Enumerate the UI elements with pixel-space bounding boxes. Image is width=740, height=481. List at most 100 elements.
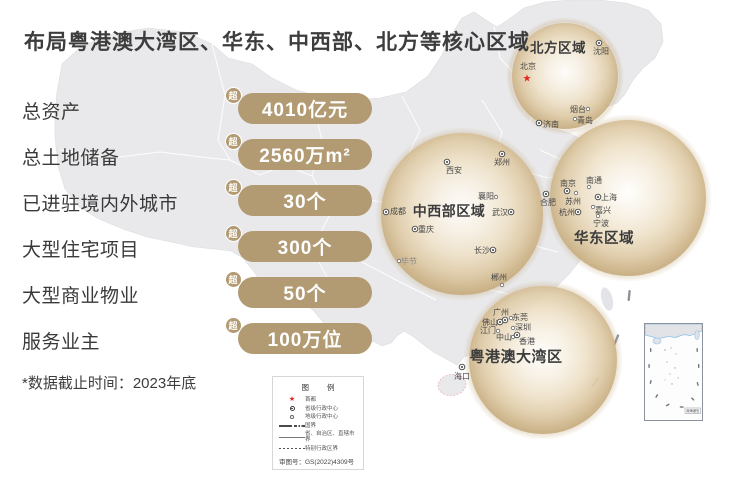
map-approval-number: 审图号：GS(2022)4309号 bbox=[279, 458, 355, 466]
exceed-badge: 超 bbox=[225, 133, 242, 150]
city-label: 西安 bbox=[446, 165, 462, 175]
exceed-badge: 超 bbox=[225, 225, 242, 242]
city-label: 宁波 bbox=[593, 218, 609, 228]
prefecture-city-icon bbox=[508, 315, 514, 321]
legend-items: ★ 首都 省级行政中心 地级行政中心 国界 省、自治区、直辖市界 特别行政区界 bbox=[279, 396, 357, 452]
provincial-capital-dot bbox=[516, 334, 518, 336]
prefecture-city-icon bbox=[585, 106, 591, 112]
city-label: 嘉兴 bbox=[595, 205, 611, 215]
city-label: 青岛 bbox=[577, 115, 593, 125]
region-label: 北方区域 bbox=[530, 40, 586, 56]
city-label: 佛山 bbox=[482, 317, 498, 327]
city-label: 东莞 bbox=[512, 312, 528, 322]
inset-dash-line bbox=[648, 348, 700, 408]
capital-star-icon: ★ bbox=[523, 74, 532, 85]
stat-value: 300个 bbox=[277, 238, 333, 259]
map-legend: 图 例 ★ 首都 省级行政中心 地级行政中心 国界 省、自治区、直辖市界 特别行政区界 审图… bbox=[272, 376, 364, 470]
inset-label: 南海诸岛 bbox=[686, 408, 699, 413]
inset-label-box bbox=[684, 407, 701, 414]
exceed-badge: 超 bbox=[225, 87, 242, 104]
prefecture-city-icon bbox=[493, 194, 499, 200]
exceed-badge: 超 bbox=[225, 179, 242, 196]
region-label: 中西部区域 bbox=[413, 203, 486, 219]
provincial-capital-dot bbox=[499, 321, 501, 323]
city-label: 烟台 bbox=[570, 104, 586, 114]
city-label: 襄阳 bbox=[478, 191, 494, 201]
stat-label: 大型商业物业 bbox=[22, 286, 140, 307]
provincial-capital-dot bbox=[566, 190, 568, 192]
city-label: 南通 bbox=[586, 175, 602, 185]
prefecture-city-icon bbox=[572, 116, 578, 122]
provincial-capital-dot bbox=[545, 193, 547, 195]
provincial-capital-dot bbox=[598, 42, 600, 44]
stat-value-pill: 超 300个 bbox=[225, 225, 372, 262]
stat-value: 50个 bbox=[283, 284, 327, 305]
provincial-capital-dot bbox=[597, 196, 599, 198]
provincial-capital-dot bbox=[538, 122, 540, 124]
legend-label: 国界 bbox=[305, 422, 317, 429]
page-title: 布局粤港澳大湾区、华东、中西部、北方等核心区域 bbox=[24, 31, 530, 54]
legend-symbol-prefecture bbox=[279, 415, 305, 419]
legend-label: 特别行政区界 bbox=[305, 445, 339, 452]
provincial-capital-dot bbox=[492, 249, 494, 251]
stat-value-pill: 超 30个 bbox=[225, 179, 372, 216]
region-label: 粤港澳大湾区 bbox=[469, 347, 562, 365]
city-label: 郴州 bbox=[491, 273, 507, 282]
legend-symbol-star: ★ bbox=[288, 396, 296, 403]
city-label: 沈阳 bbox=[593, 46, 609, 56]
data-footnote: *数据截止时间：2023年底 bbox=[22, 375, 197, 392]
inset-coastline bbox=[644, 323, 703, 339]
stat-label: 总土地储备 bbox=[22, 148, 120, 169]
provincial-capital-dot bbox=[577, 211, 579, 213]
city-label: 武汉 bbox=[492, 207, 508, 217]
legend-label: 地级行政中心 bbox=[305, 414, 339, 421]
legend-symbol-national bbox=[279, 424, 305, 427]
provincial-capital-dot bbox=[446, 161, 448, 163]
region-circle bbox=[381, 133, 543, 295]
inset-islands bbox=[664, 347, 679, 385]
city-label: 中山 bbox=[496, 332, 512, 342]
provincial-capital-dot bbox=[414, 228, 416, 230]
legend-symbol-provincial bbox=[279, 406, 305, 412]
stat-value-pill: 超 2560万m² bbox=[225, 133, 372, 170]
provincial-capital-dot bbox=[501, 153, 503, 155]
exceed-badge: 超 bbox=[225, 271, 242, 288]
stat-value: 30个 bbox=[283, 192, 327, 213]
region-circle bbox=[512, 23, 618, 129]
city-label: 广州 bbox=[493, 307, 509, 317]
legend-title: 图 例 bbox=[301, 383, 343, 392]
legend-item: ★ 首都 bbox=[279, 396, 357, 403]
stat-value-pill: 超 4010亿元 bbox=[225, 87, 372, 124]
city-label: 郑州 bbox=[494, 157, 510, 167]
city-label: 北京 bbox=[520, 61, 536, 71]
city-label: 毕节 bbox=[401, 256, 417, 266]
stat-label: 已进驻境内外城市 bbox=[22, 194, 179, 215]
provincial-capital-dot bbox=[385, 211, 387, 213]
city-label: 重庆 bbox=[418, 224, 434, 234]
legend-symbol-sar bbox=[279, 448, 305, 450]
provincial-capital-dot bbox=[504, 319, 506, 321]
ripple-ring bbox=[624, 190, 632, 198]
city-label: 合肥 bbox=[540, 197, 556, 207]
legend-label: 首都 bbox=[305, 396, 317, 403]
city-label: 上海 bbox=[601, 192, 617, 202]
prefecture-city-icon bbox=[573, 190, 579, 196]
region-label: 华东区域 bbox=[574, 229, 634, 247]
hainan-island bbox=[437, 374, 467, 396]
city-label: 长沙 bbox=[474, 245, 490, 255]
provincial-capital-dot bbox=[461, 366, 463, 368]
city-label: 江门 bbox=[480, 325, 496, 335]
legend-symbol-province bbox=[279, 436, 305, 438]
exceed-badge: 超 bbox=[225, 317, 242, 334]
prefecture-city-icon bbox=[595, 213, 601, 219]
city-label: 海口 bbox=[454, 371, 470, 381]
legend-label: 省、自治区、直辖市界 bbox=[305, 431, 355, 444]
ripple-ring bbox=[621, 187, 635, 201]
city-label: 济南 bbox=[543, 119, 559, 129]
legend-item: 特别行政区界 bbox=[279, 446, 357, 452]
region-circle bbox=[550, 120, 706, 276]
